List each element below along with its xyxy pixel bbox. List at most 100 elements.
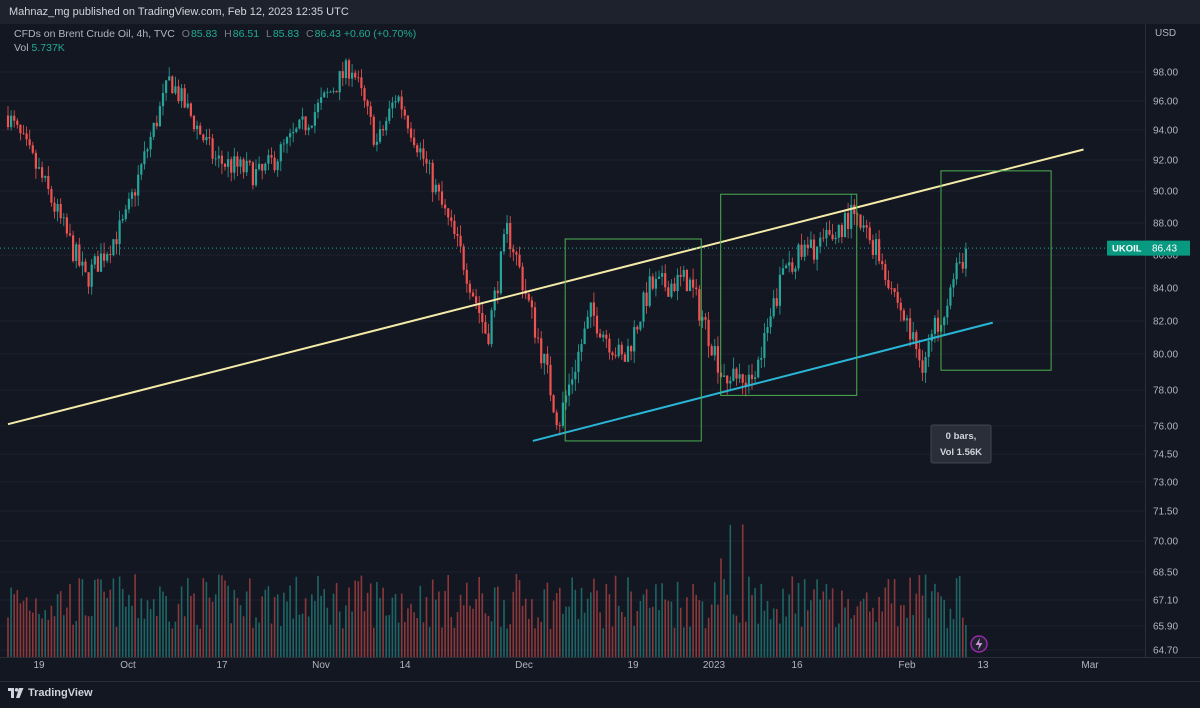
volume-bar	[838, 623, 840, 657]
volume-bar	[10, 587, 12, 657]
candle-body	[329, 91, 332, 93]
volume-bar	[704, 628, 707, 657]
candle-body	[605, 334, 608, 339]
candle-body	[75, 244, 78, 261]
volume-bar	[286, 601, 288, 657]
volume-bar	[270, 623, 273, 657]
upper-trendline[interactable]	[7, 148, 1084, 426]
chart-area[interactable]: 98.00 96.00 94.00 92.00 90.00 88.00 86.00 84.00…	[0, 24, 1200, 681]
candle-body	[778, 274, 781, 306]
candle-body	[320, 97, 323, 103]
volume-bar	[686, 597, 688, 657]
candle-body	[924, 356, 927, 373]
candle-body	[952, 279, 955, 288]
volume-bar	[493, 587, 496, 657]
candle-body	[106, 254, 109, 261]
candle-body	[360, 77, 363, 89]
volume-bar	[100, 579, 102, 657]
svg-text:86.43: 86.43	[1152, 244, 1177, 255]
candle-body	[307, 127, 310, 131]
legend-change: +0.60 (+0.70%)	[343, 28, 417, 40]
candle-body	[161, 92, 165, 107]
volume-bar	[509, 624, 511, 657]
volume-bar	[407, 608, 409, 657]
candle-body	[899, 302, 902, 311]
tradingview-logo[interactable]: TradingView	[8, 687, 93, 699]
candle-body	[543, 353, 546, 364]
volume-bar	[25, 597, 28, 657]
volume-bar	[205, 581, 208, 657]
candle-body	[509, 222, 512, 250]
candle-body	[571, 379, 574, 385]
volume-bar	[887, 579, 890, 657]
volume-bar	[562, 613, 564, 657]
volume-bar	[853, 615, 856, 657]
candle-body	[254, 169, 258, 186]
volume-bar	[745, 621, 747, 657]
candle-body	[614, 355, 617, 357]
box-3[interactable]	[940, 170, 1052, 371]
candle-body	[850, 204, 853, 229]
candle-body	[654, 278, 657, 289]
volume-bar	[940, 596, 942, 657]
candle-body	[946, 305, 949, 318]
legend-low: 85.83	[272, 28, 300, 40]
candle-body	[490, 310, 493, 345]
volume-bar	[159, 586, 161, 657]
lightning-icon[interactable]	[970, 635, 988, 653]
volume-bar	[884, 587, 887, 657]
candle-body	[450, 217, 453, 221]
candle-body	[233, 156, 236, 173]
volume-bar	[779, 623, 781, 657]
candle-body	[378, 128, 382, 142]
box-2[interactable]	[720, 193, 858, 396]
volume-bar	[394, 594, 397, 657]
candle-body	[81, 261, 84, 266]
volume-bar	[723, 579, 725, 657]
price-tick-label: 94.00	[1153, 126, 1178, 137]
price-tick-label: 73.00	[1153, 478, 1178, 489]
volume-bar	[586, 598, 589, 657]
volume-bar	[431, 579, 434, 657]
volume-bar	[667, 600, 670, 657]
candle-body	[816, 246, 819, 260]
volume-bar	[267, 586, 270, 657]
volume-bar	[735, 615, 738, 657]
candle-body	[282, 143, 285, 145]
volume-bar	[382, 587, 384, 657]
volume-bar	[236, 598, 239, 657]
candle-body	[10, 115, 13, 128]
candle-body	[602, 334, 605, 338]
volume-bar	[927, 618, 930, 657]
candle-body	[670, 283, 673, 297]
volume-bar	[233, 589, 236, 657]
volume-bar	[776, 609, 778, 657]
volume-bar	[555, 593, 558, 657]
candle-body	[909, 318, 912, 340]
candle-body	[502, 234, 506, 252]
candle-body	[397, 96, 400, 102]
volume-bar	[239, 605, 242, 657]
volume-bar	[648, 607, 651, 657]
lower-trendline[interactable]	[532, 321, 994, 442]
time-tick-label: 16	[791, 660, 803, 671]
volume-bar	[125, 606, 127, 657]
price-tick-label: 80.00	[1153, 350, 1178, 361]
volume-bar	[211, 601, 214, 657]
candle-body	[558, 425, 561, 426]
volume-bar	[348, 587, 350, 657]
volume-bar	[748, 576, 750, 657]
volume-bar	[559, 587, 561, 657]
price-tick-label: 71.50	[1153, 507, 1178, 518]
volume-bar	[369, 583, 372, 657]
price-tick-label: 92.00	[1153, 156, 1178, 167]
candle-body	[840, 224, 843, 237]
box-1[interactable]	[564, 238, 702, 442]
candle-body	[382, 128, 385, 131]
candle-body	[871, 240, 874, 255]
candle-body	[704, 317, 707, 320]
volume-bar	[90, 615, 93, 657]
volume-bar	[75, 621, 77, 657]
volume-bar	[661, 583, 663, 657]
volume-bar	[242, 616, 245, 657]
